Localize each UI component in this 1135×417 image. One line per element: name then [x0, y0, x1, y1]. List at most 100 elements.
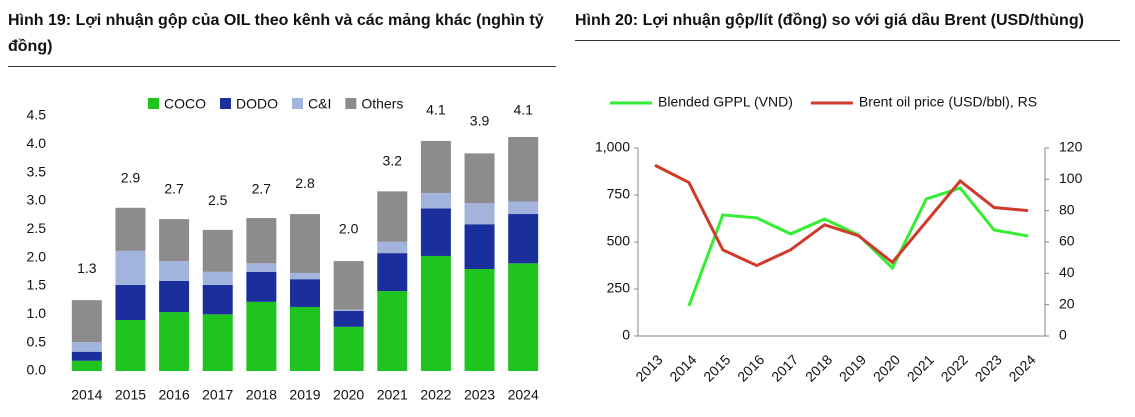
legend-swatch — [148, 98, 159, 109]
x-tick-label: 2016 — [159, 387, 190, 403]
legend-swatch — [220, 98, 231, 109]
bar-segment — [508, 201, 539, 215]
bar-segment — [115, 250, 146, 285]
legend-label: Blended GPPL (VND) — [658, 94, 793, 110]
legend-label: C&I — [308, 96, 331, 112]
y2-tick-label: 40 — [1059, 264, 1075, 280]
y-tick-label: 1,000 — [595, 139, 630, 155]
y2-tick-label: 60 — [1059, 233, 1075, 249]
total-label: 2.9 — [121, 169, 141, 185]
bar-segment — [246, 263, 277, 272]
x-tick-label: 2015 — [115, 387, 146, 403]
y-tick-label: 3.5 — [27, 163, 47, 179]
x-tick-label: 2022 — [420, 387, 451, 403]
legend-label: Others — [361, 96, 403, 112]
x-tick-label: 2015 — [700, 351, 733, 384]
total-label: 2.7 — [164, 181, 184, 197]
x-tick-label: 2014 — [666, 351, 699, 384]
x-tick-label: 2017 — [202, 387, 233, 403]
bar-segment — [377, 191, 408, 242]
bar-segment — [464, 269, 495, 371]
chart-title: Hình 19: Lợi nhuận gộp của OIL theo kênh… — [8, 8, 556, 67]
bar-segment — [290, 306, 320, 371]
total-label: 2.5 — [208, 192, 228, 208]
total-label: 2.8 — [295, 175, 315, 191]
y2-tick-label: 100 — [1059, 170, 1083, 186]
y-tick-label: 750 — [607, 186, 631, 202]
y-tick-label: 3.0 — [27, 192, 47, 208]
bar-segment — [508, 214, 539, 264]
x-tick-label: 2021 — [377, 387, 408, 403]
bar-segment — [290, 279, 320, 307]
bar-segment — [333, 309, 364, 311]
y-tick-label: 1.5 — [27, 277, 47, 293]
bar-segment — [420, 140, 451, 194]
x-tick-label: 2014 — [71, 387, 102, 403]
bar-segment — [333, 326, 364, 371]
legend-swatch — [292, 98, 303, 109]
bar-segment — [202, 284, 233, 315]
bar-segment — [202, 271, 233, 285]
bar-segment — [246, 301, 277, 371]
x-tick-label: 2024 — [1005, 351, 1038, 384]
bar-segment — [159, 280, 190, 313]
total-label: 3.9 — [470, 113, 490, 129]
bar-segment — [333, 261, 364, 310]
bar-segment — [115, 207, 146, 251]
bar-segment — [246, 218, 277, 264]
bar-segment — [71, 351, 102, 361]
legend-label: DODO — [236, 96, 278, 112]
bar-segment — [71, 300, 102, 343]
x-tick-label: 2016 — [734, 351, 767, 384]
bar-segment — [202, 229, 233, 272]
y2-tick-label: 120 — [1059, 139, 1083, 155]
bar-segment — [377, 241, 408, 254]
y-tick-label: 2.0 — [27, 248, 47, 264]
bar-segment — [71, 342, 102, 352]
total-label: 2.7 — [252, 181, 272, 197]
bar-segment — [159, 312, 190, 371]
legend-swatch — [345, 98, 357, 109]
total-label: 2.0 — [339, 220, 359, 236]
y-tick-label: 0.0 — [27, 362, 47, 378]
y2-tick-label: 80 — [1059, 201, 1075, 217]
bar-segment — [464, 224, 495, 269]
bar-segment — [71, 360, 102, 371]
x-tick-label: 2024 — [508, 387, 539, 403]
y2-tick-label: 20 — [1059, 295, 1075, 311]
bar-segment — [115, 284, 146, 320]
x-tick-label: 2013 — [632, 351, 665, 384]
x-tick-label: 2018 — [802, 351, 835, 384]
total-label: 4.1 — [426, 101, 446, 117]
bar-segment — [508, 263, 539, 371]
x-tick-label: 2019 — [289, 387, 320, 403]
bar-segment — [290, 272, 320, 280]
chart-title: Hình 20: Lợi nhuận gộp/lít (đồng) so với… — [575, 8, 1120, 41]
bar-segment — [464, 203, 495, 225]
y-tick-label: 2.5 — [27, 220, 47, 236]
x-tick-label: 2017 — [768, 351, 801, 384]
bar-segment — [420, 255, 451, 371]
x-tick-label: 2023 — [464, 387, 495, 403]
y-tick-label: 0.5 — [27, 333, 47, 349]
y-tick-label: 0 — [622, 327, 630, 343]
line-series — [654, 163, 1029, 268]
bar-segment — [290, 214, 320, 273]
bar-segment — [420, 193, 451, 209]
legend-label: COCO — [164, 96, 206, 112]
x-tick-label: 2018 — [246, 387, 277, 403]
y-tick-label: 4.5 — [27, 107, 47, 123]
y-tick-label: 500 — [607, 233, 631, 249]
x-tick-label: 2021 — [904, 351, 937, 384]
bar-segment — [159, 219, 190, 262]
bar-segment — [464, 153, 495, 204]
y-tick-label: 4.0 — [27, 135, 47, 151]
x-tick-label: 2020 — [333, 387, 364, 403]
y-tick-label: 1.0 — [27, 305, 47, 321]
bar-segment — [508, 136, 539, 202]
bar-segment — [420, 208, 451, 256]
x-tick-label: 2019 — [836, 351, 869, 384]
total-label: 4.1 — [513, 101, 533, 117]
legend-label: Brent oil price (USD/bbl), RS — [859, 94, 1037, 110]
